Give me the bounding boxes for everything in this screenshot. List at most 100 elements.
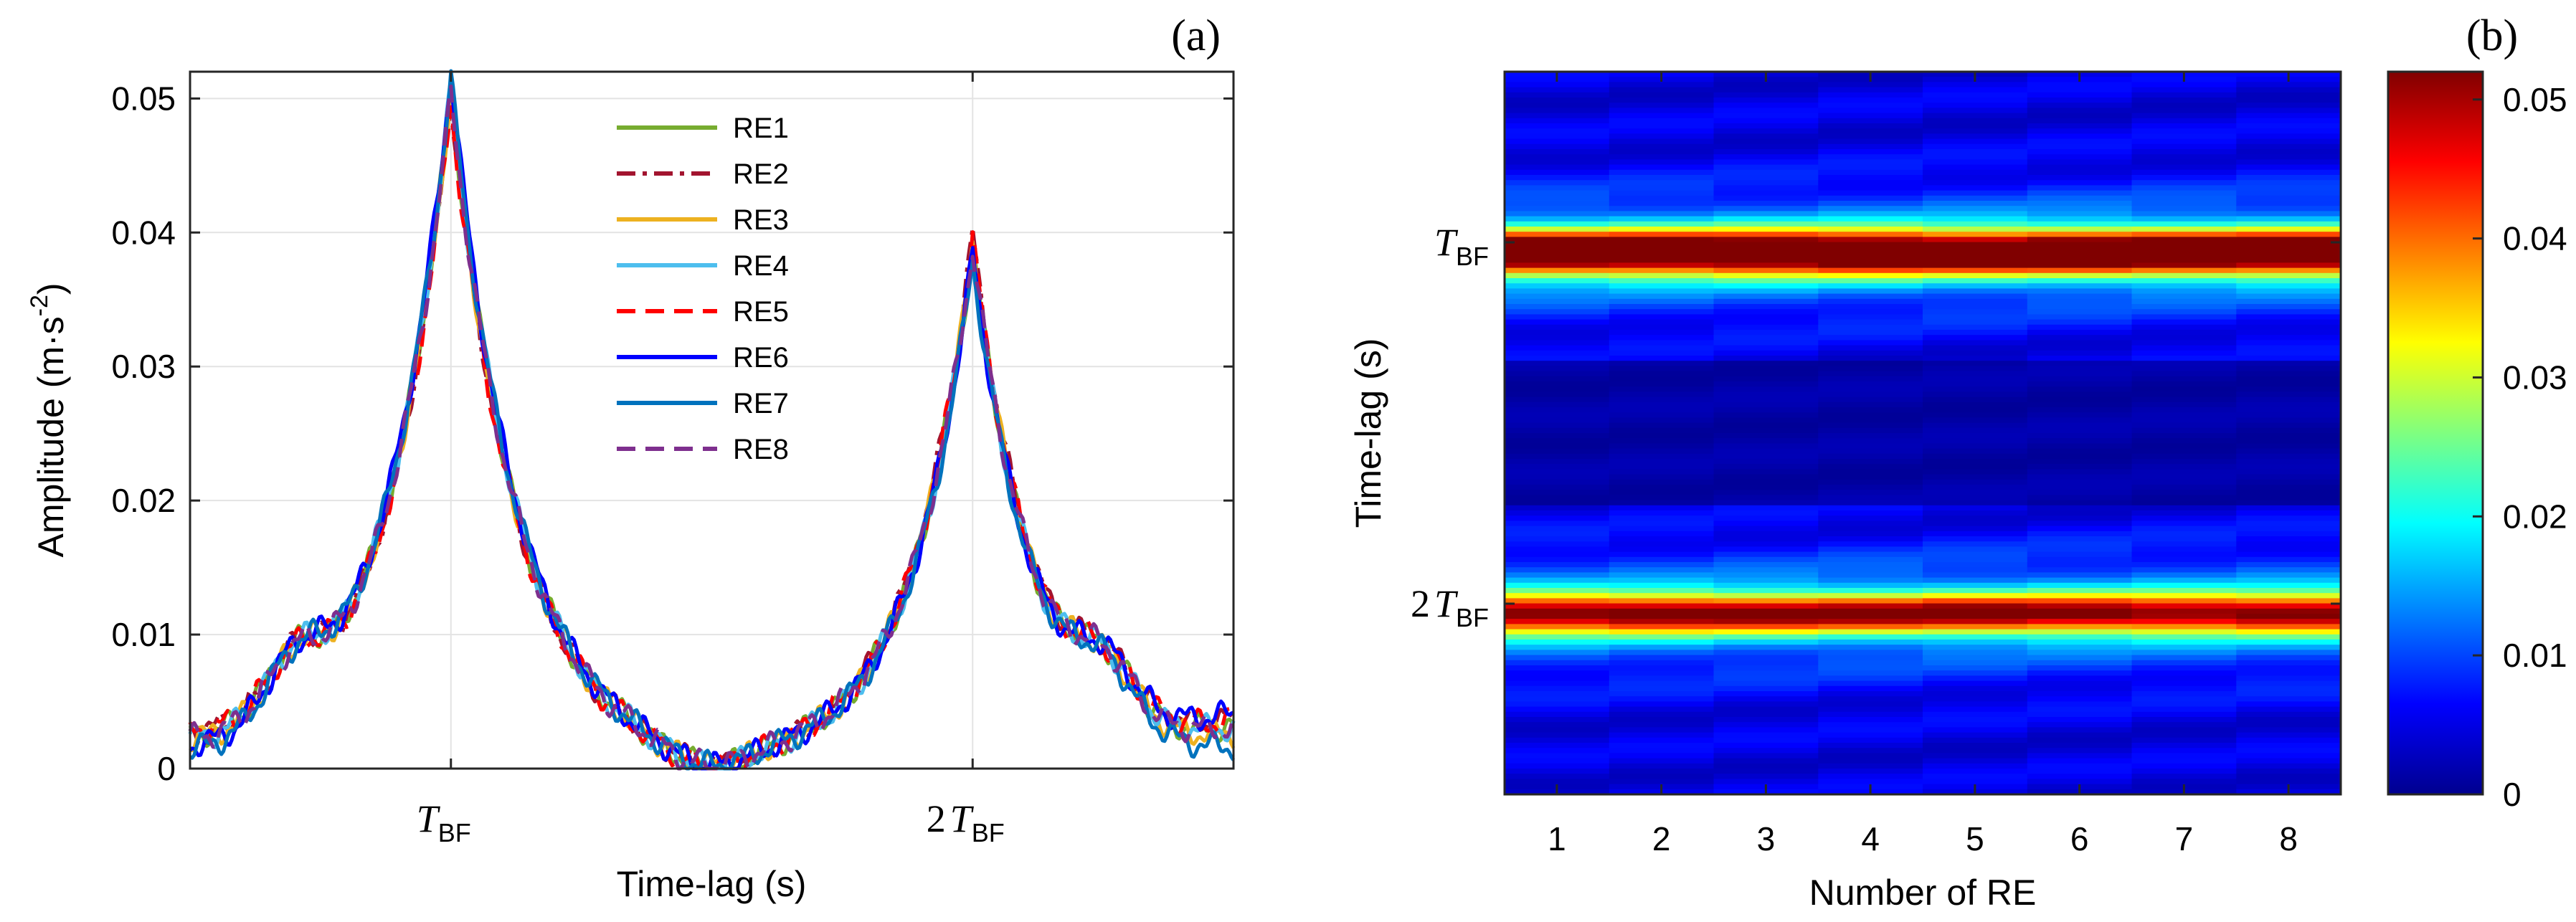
heatmap-cell (2131, 645, 2237, 650)
heatmap-cell (1923, 159, 2028, 166)
heatmap-cell (2131, 603, 2237, 609)
heatmap-cell (2131, 391, 2237, 398)
heatmap-cell (1609, 448, 1715, 455)
heatmap-cell (1505, 737, 1610, 743)
heatmap-cell (1923, 206, 2028, 212)
heatmap-cell (1713, 185, 1819, 191)
heatmap-cell (1923, 92, 2028, 98)
heatmap-cell (1713, 376, 1819, 382)
heatmap-cell (2236, 711, 2341, 718)
heatmap-cell (1923, 314, 2028, 320)
heatmap-cell (1609, 201, 1715, 206)
heatmap-cell (2236, 717, 2341, 723)
heatmap-cell (1818, 556, 1923, 563)
heatmap-cell (2027, 774, 2133, 779)
heatmap-cell (2027, 675, 2133, 682)
heatmap-cell (1505, 298, 1610, 305)
heatmap-cell (1713, 247, 1819, 253)
heatmap-cell (1923, 242, 2028, 248)
heatmap-cell (2236, 670, 2341, 676)
heatmap-cell (2027, 314, 2133, 320)
heatmap-cell (1923, 201, 2028, 206)
heatmap-cell (1923, 319, 2028, 325)
heatmap-cell (1713, 103, 1819, 108)
heatmap-cell (1713, 685, 1819, 692)
heatmap-cell (1505, 753, 1610, 759)
heatmap-cell (2027, 98, 2133, 103)
heatmap-cell (2027, 330, 2133, 336)
heatmap-cell (1818, 737, 1923, 743)
heatmap-cell (2236, 82, 2341, 88)
heatmap-cell (1609, 227, 1715, 232)
heatmap-cell (1713, 640, 1819, 645)
heatmap-cell (2236, 732, 2341, 738)
heatmap-cell (1609, 640, 1715, 645)
heatmap-cell (1713, 696, 1819, 702)
heatmap-cell (2236, 180, 2341, 186)
heatmap-cell (1609, 195, 1715, 201)
heatmap-cell (1713, 619, 1819, 624)
heatmap-cell (2131, 490, 2237, 495)
heatmap-cell (2236, 655, 2341, 661)
heatmap-cell (1505, 536, 1610, 542)
heatmap-x-tick-label: 5 (1966, 820, 1984, 857)
heatmap-cell (1505, 247, 1610, 253)
heatmap-cell (1713, 572, 1819, 579)
heatmap-cell (1713, 717, 1819, 723)
heatmap-cell (2131, 366, 2237, 372)
heatmap-cell (1609, 691, 1715, 697)
heatmap-cell (1818, 763, 1923, 769)
heatmap-cell (2131, 288, 2237, 295)
heatmap-cell (1713, 490, 1819, 495)
heatmap-cell (1818, 474, 1923, 480)
heatmap-cell (2131, 278, 2237, 284)
heatmap-cell (2236, 624, 2341, 630)
heatmap-cell (1923, 556, 2028, 563)
heatmap-cell (2236, 490, 2341, 495)
heatmap-cell (1505, 650, 1610, 656)
heatmap-cell (1923, 118, 2028, 124)
heatmap-cell (1713, 521, 1819, 527)
heatmap-cell (1923, 753, 2028, 759)
y-tick-label: 0.01 (111, 616, 176, 653)
heatmap-cell (1818, 169, 1923, 176)
heatmap-cell (2027, 515, 2133, 521)
heatmap-cell (1818, 350, 1923, 356)
heatmap-cell (1713, 556, 1819, 563)
heatmap-cell (1609, 185, 1715, 191)
heatmap-cell (1818, 278, 1923, 284)
heatmap-cell (1505, 391, 1610, 398)
heatmap-cell (1713, 433, 1819, 439)
heatmap-cell (1505, 272, 1610, 279)
heatmap-cell (2131, 304, 2237, 310)
heatmap-cell (1609, 257, 1715, 263)
heatmap-cell (1818, 195, 1923, 201)
heatmap-cell (1505, 417, 1610, 424)
heatmap-cell (1505, 356, 1610, 361)
heatmap-cell (1505, 143, 1610, 150)
heatmap-cell (1505, 743, 1610, 748)
heatmap-cell (1713, 588, 1819, 594)
heatmap-cell (2027, 133, 2133, 140)
heatmap-cell (1609, 407, 1715, 413)
heatmap-cell (2236, 381, 2341, 387)
heatmap-cell (2131, 660, 2237, 666)
y-axis-label-sup: -2 (26, 295, 53, 316)
heatmap-cell (2236, 691, 2341, 697)
heatmap-cell (1713, 149, 1819, 155)
heatmap-cell (2236, 386, 2341, 392)
heatmap-cell (2236, 551, 2341, 558)
heatmap-cell (1923, 541, 2028, 547)
heatmap-cell (1713, 180, 1819, 186)
heatmap-cell (2027, 701, 2133, 708)
heatmap-cell (1818, 588, 1923, 594)
heatmap-cell (1923, 396, 2028, 403)
heatmap-cell (2027, 201, 2133, 206)
heatmap-cell (2236, 391, 2341, 398)
heatmap-cell (2131, 743, 2237, 748)
heatmap-cell (1923, 391, 2028, 398)
heatmap-cell (1713, 164, 1819, 171)
heatmap-cell (1818, 711, 1923, 718)
heatmap-cell (1713, 706, 1819, 713)
heatmap-cell (1609, 680, 1715, 687)
